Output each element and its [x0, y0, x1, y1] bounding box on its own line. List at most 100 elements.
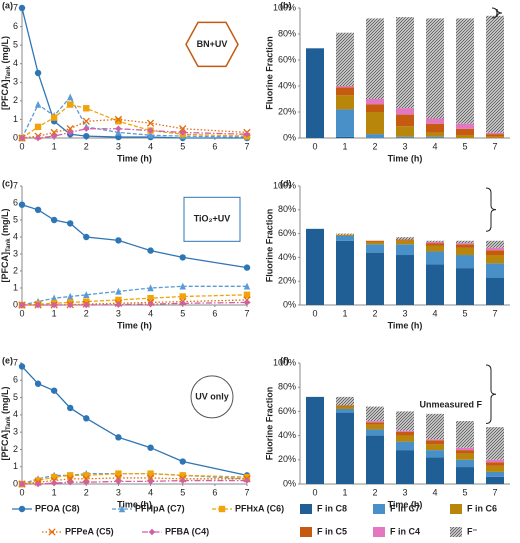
y-axis-title: [PFCA]Tank (mg/L) — [0, 208, 11, 282]
bar-segment — [486, 459, 504, 463]
bar-segment — [306, 228, 324, 305]
bar-segment — [456, 453, 474, 460]
bar-segment — [396, 114, 414, 127]
y-tick-label: 0 — [13, 299, 18, 309]
marker — [83, 479, 90, 486]
x-tick-label: 5 — [180, 308, 185, 318]
y-tick-label: 4 — [13, 58, 18, 68]
marker — [147, 284, 154, 292]
y-tick-label: 7 — [13, 357, 18, 367]
marker — [147, 300, 154, 308]
bar-segment — [456, 135, 474, 138]
y-tick-label: 20% — [278, 276, 296, 286]
marker — [115, 296, 122, 304]
marker — [147, 131, 154, 139]
y-axis-title-sub: Tank — [6, 238, 12, 252]
panel-label: (e) — [2, 355, 13, 365]
legend-swatch — [373, 504, 385, 514]
marker — [115, 118, 122, 125]
y-tick-label: 0% — [283, 132, 296, 142]
bar-segment — [366, 134, 384, 138]
series-line — [21, 285, 247, 306]
marker — [48, 528, 56, 536]
panel: (f) 0% 20% 40% 60% 80% 100% Time (h) Fluorine Fr… — [264, 355, 510, 509]
x-tick-label: 1 — [342, 487, 347, 497]
series-line — [22, 128, 248, 139]
marker — [82, 117, 90, 125]
x-tick-label: 4 — [432, 487, 437, 497]
bar-segment — [336, 95, 354, 110]
y-tick-label: 100% — [273, 180, 296, 190]
marker — [18, 363, 26, 370]
legend-swatch — [300, 504, 312, 514]
bar-segment — [486, 263, 504, 278]
marker — [67, 220, 74, 227]
marker — [179, 125, 187, 133]
marker — [243, 131, 251, 138]
bar-segment — [456, 243, 474, 245]
x-tick-label: 2 — [372, 308, 377, 318]
legend-label: PFOA (C8) — [35, 503, 80, 513]
y-axis-title-part: [PFCA] — [0, 252, 10, 283]
bar-segment — [366, 422, 384, 425]
marker — [18, 4, 26, 12]
y-tick-label: 60% — [278, 228, 296, 238]
marker — [243, 477, 251, 484]
marker — [147, 444, 154, 451]
bar-segment — [486, 277, 504, 305]
annotation-shape — [185, 21, 239, 68]
x-tick-label: 3 — [402, 308, 407, 318]
bar-segment — [366, 18, 384, 99]
marker — [34, 123, 42, 131]
y-tick-label: 5 — [13, 214, 18, 224]
series-line — [21, 477, 247, 485]
marker — [83, 415, 90, 422]
y-tick-label: 60% — [278, 54, 296, 64]
marker — [66, 125, 74, 133]
x-tick-label: 2 — [372, 141, 377, 151]
marker — [50, 301, 58, 309]
x-tick-label: 3 — [116, 308, 121, 318]
bar-segment — [456, 240, 474, 244]
bar-segment — [426, 450, 444, 458]
y-tick-label: 3 — [13, 248, 18, 258]
marker — [66, 475, 74, 483]
x-tick-label: 1 — [52, 487, 57, 497]
legend-swatch — [373, 527, 385, 537]
legend-label: F in C6 — [467, 503, 497, 513]
marker — [50, 473, 58, 481]
bar-segment — [486, 240, 504, 248]
y-axis-title-sub: Tank — [6, 416, 12, 430]
annotation: UV only — [195, 391, 229, 401]
bar-segment — [486, 476, 504, 484]
bar-segment — [396, 126, 414, 137]
y-tick-label: 0 — [13, 132, 18, 142]
y-tick-label: 6 — [13, 197, 18, 207]
y-tick-label: 1 — [13, 282, 18, 292]
bar-segment — [486, 255, 504, 264]
marker — [147, 478, 154, 485]
legend-label: F in C8 — [317, 503, 347, 513]
y-axis-title-part: [PFCA] — [0, 430, 10, 461]
marker — [67, 101, 74, 108]
x-axis-title: Time (h) — [117, 320, 152, 330]
x-tick-label: 2 — [84, 308, 89, 318]
bar-segment — [456, 247, 474, 256]
x-tick-label: 2 — [84, 141, 89, 151]
y-tick-label: 2 — [13, 444, 18, 454]
panel-label: (b) — [280, 0, 292, 10]
bar-segment — [456, 255, 474, 269]
bar-segment — [426, 123, 444, 133]
bar-segment — [396, 237, 414, 240]
bar-segment — [486, 462, 504, 466]
marker — [50, 294, 58, 302]
panel-label: (f) — [280, 355, 289, 365]
x-tick-label: 7 — [492, 141, 497, 151]
bar-segment — [366, 406, 384, 422]
marker — [179, 282, 186, 290]
bar-segment — [366, 112, 384, 135]
bar-segment — [456, 467, 474, 484]
bar-segment — [426, 240, 444, 242]
y-tick-label: 5 — [13, 40, 18, 50]
marker — [115, 470, 122, 477]
